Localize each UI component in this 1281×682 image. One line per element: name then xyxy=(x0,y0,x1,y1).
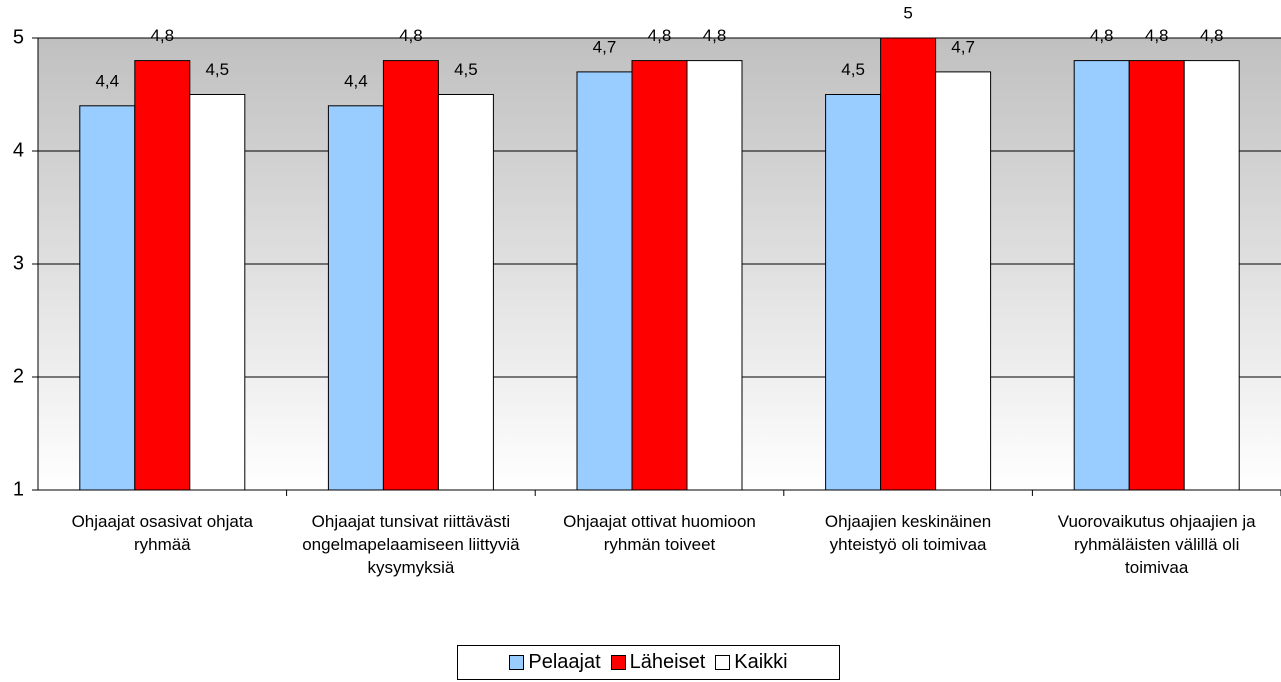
bar xyxy=(935,71,992,491)
x-tick-label: Ohjaajat osasivat ohjata ryhmää xyxy=(71,512,254,554)
bar xyxy=(576,71,633,491)
data-label: 4,8 xyxy=(1200,26,1224,45)
bar xyxy=(327,105,384,491)
y-tick-label: 2 xyxy=(13,365,24,387)
data-label: 4,8 xyxy=(150,26,174,45)
bar xyxy=(1183,60,1240,491)
y-tick-label: 5 xyxy=(13,26,24,48)
bar xyxy=(382,60,439,491)
bar xyxy=(437,94,494,491)
legend-label: Läheiset xyxy=(629,651,706,673)
legend: Pelaajat Läheiset Kaikki xyxy=(457,645,840,680)
bar xyxy=(631,60,688,491)
legend-label: Pelaajat xyxy=(528,651,601,673)
data-label: 4,8 xyxy=(399,26,423,45)
bar xyxy=(1128,60,1185,491)
data-label: 4,8 xyxy=(1145,26,1169,45)
data-label: 4,8 xyxy=(648,26,672,45)
x-tick-label: Ohjaajien keskinäinen yhteistyö oli toim… xyxy=(824,512,992,554)
y-tick-label: 3 xyxy=(13,252,24,274)
data-label: 4,7 xyxy=(951,37,975,56)
y-tick-label: 1 xyxy=(13,478,24,500)
chart: 1 2 3 4 5 4,4 4,8 4,5 4,4 4,8 4,5 4,7 4,8 4,8 4,5 5 4,7 4… xyxy=(13,3,1281,500)
x-tick-label: Ohjaajat ottivat huomioon ryhmän toiveet xyxy=(563,512,756,554)
bar xyxy=(1073,60,1130,491)
data-label: 4,7 xyxy=(593,37,617,56)
bar xyxy=(134,60,191,491)
y-tick-label: 4 xyxy=(13,139,24,161)
data-label: 5 xyxy=(903,3,912,22)
legend-item: Pelaajat xyxy=(509,651,601,674)
legend-swatch xyxy=(610,655,626,670)
bar xyxy=(825,94,882,491)
data-label: 4,8 xyxy=(703,26,727,45)
legend-item: Läheiset xyxy=(610,651,706,674)
data-label: 4,4 xyxy=(344,71,368,90)
bar xyxy=(686,60,743,491)
bar xyxy=(880,37,937,491)
data-label: 4,5 xyxy=(454,60,478,79)
data-label: 4,5 xyxy=(205,60,229,79)
data-label: 4,4 xyxy=(95,71,119,90)
data-label: 4,5 xyxy=(841,60,865,79)
legend-item: Kaikki xyxy=(715,651,788,674)
legend-swatch xyxy=(715,655,731,670)
x-tick-label: Vuorovaikutus ohjaajien ja ryhmäläisten … xyxy=(1057,512,1256,577)
data-label: 4,8 xyxy=(1090,26,1114,45)
legend-label: Kaikki xyxy=(734,651,788,673)
bar xyxy=(79,105,136,491)
bar xyxy=(189,94,246,491)
x-tick-label: Ohjaajat tunsivat riittävästi ongelmapel… xyxy=(302,512,520,577)
legend-swatch xyxy=(509,655,525,670)
